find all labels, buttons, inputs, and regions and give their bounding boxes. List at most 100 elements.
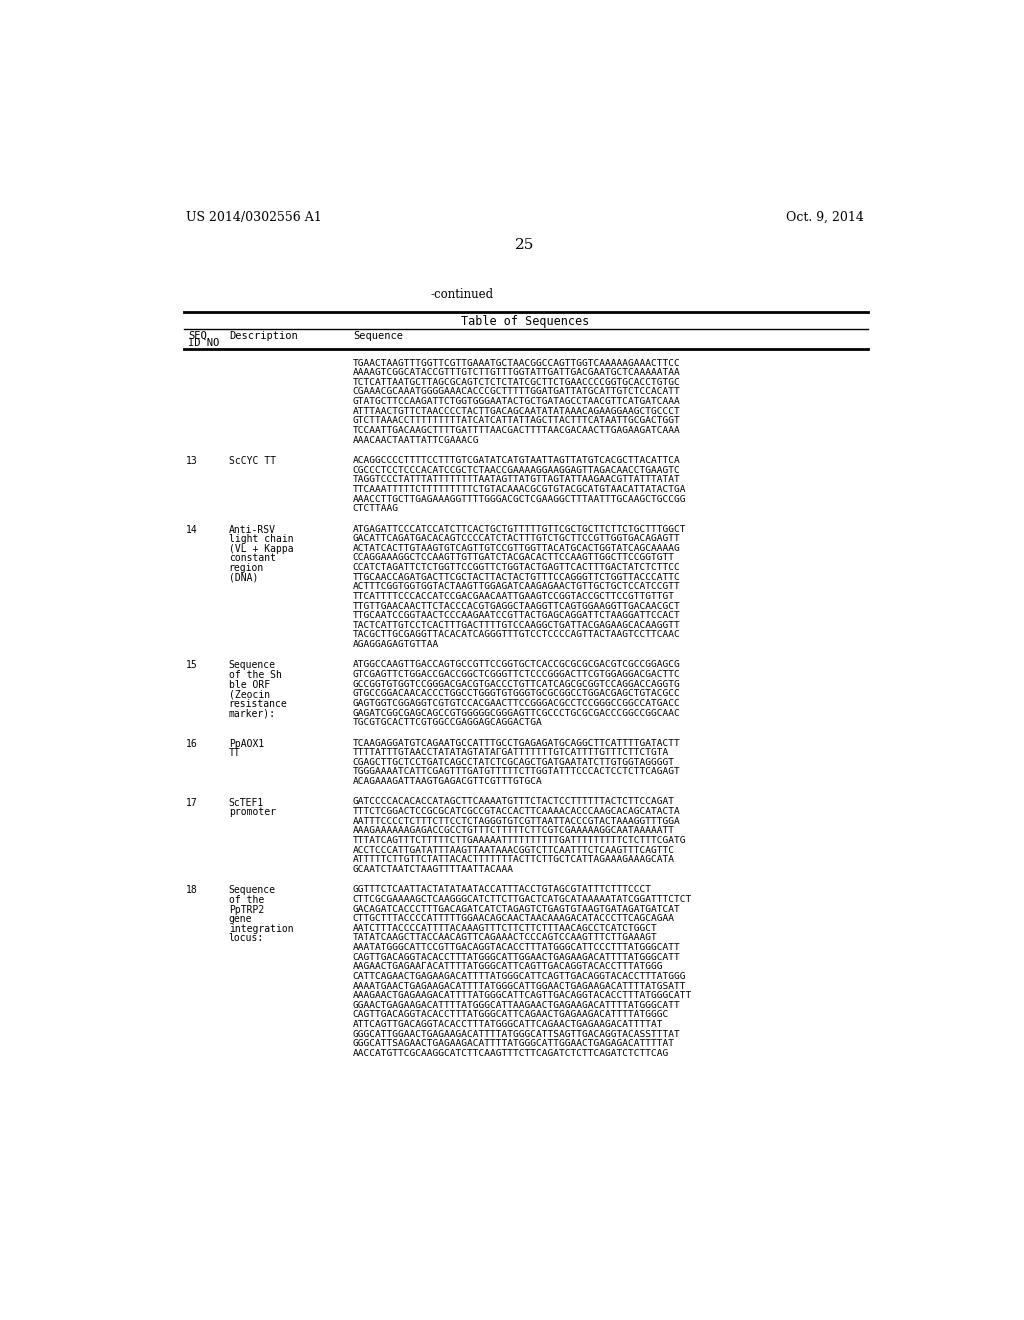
Text: Sequence: Sequence (228, 660, 275, 671)
Text: АAGААСTGАGААГАСАТТТTATGGGCАТТСАGТТGАCАGGТАСАССТТТАТGGG: АAGААСTGАGААГАСАТТТTATGGGCАТТСАGТТGАCАGG… (352, 962, 664, 972)
Text: GTGCCGGACAACACCCTGGCCTGGGTGTGGGTGCGCGGCCTGGACGAGCTGTACGCC: GTGCCGGACAACACCCTGGCCTGGGTGTGGGTGCGCGGCC… (352, 689, 681, 698)
Text: ТТТATCAGТТТСТТТТTCTTGAAAAATTTTTТТТТТGATТТТТТТТTCTCTTTCGATG: ТТТATCAGТТТСТТТТTCTTGAAAAATTTTTТТТТТGATТ… (352, 836, 686, 845)
Text: GGGCАТTGGААCТGАGААGАСАТТТТАТGGGCАТТSАGТТGАСАGGТАСАSSТТТАТ: GGGCАТTGGААCТGАGААGАСАТТТТАТGGGCАТТSАGТТ… (352, 1030, 681, 1039)
Text: resistance: resistance (228, 700, 288, 709)
Text: marker):: marker): (228, 709, 275, 718)
Text: 15: 15 (186, 660, 198, 671)
Text: TTTCTCGGACTCCGCGCATCGCCGTACCACTTCAAAACACCСAAGCACAGCATACTA: TTTCTCGGACTCCGCGCATCGCCGTACCACTTCAAAACAC… (352, 807, 681, 816)
Text: TGCGTGCACTTCGTGGCCGAGGAGCAGGACTGA: TGCGTGCACTTCGTGGCCGAGGAGCAGGACTGA (352, 718, 543, 727)
Text: (VL + Kappa: (VL + Kappa (228, 544, 293, 554)
Text: CGAGCTTGCTCCTGATCAGCCTATCTCGCAGCTGATGAATATCTTGTGGTAGGGGT: CGAGCTTGCTCCTGATCAGCCTATCTCGCAGCTGATGAAT… (352, 758, 675, 767)
Text: ScCYC TT: ScCYC TT (228, 455, 275, 466)
Text: TCAAGAGGATGTCAGAATGCCATTTGCCTGAGAGATGCAGGCTTCATTTTGATACTT: TCAAGAGGATGTCAGAATGCCATTTGCCTGAGAGATGCAG… (352, 739, 681, 747)
Text: AAAGAAAAAAGAGACCGCCTGTTTCТТТТТCTTCGTCGАAАААGGCAATАААAATT: AAAGAAAAAAGAGACCGCCTGTTTCТТТТТCTTCGTCGАA… (352, 826, 675, 836)
Text: TTGTTGAACAACTTCTACCCACGTGAGGCTAAGGTTCAGTGGAAGGTTGACAACGCT: TTGTTGAACAACTTCTACCCACGTGAGGCTAAGGTTCAGT… (352, 602, 681, 611)
Text: ACTTTCGGTGGTGGTACTAAGTTGGAGATCAAGAGAACTGTTGCTGCTCCATCCGTT: ACTTTCGGTGGTGGTACTAAGTTGGAGATCAAGAGAACTG… (352, 582, 681, 591)
Text: promoter: promoter (228, 807, 275, 817)
Text: 14: 14 (186, 524, 198, 535)
Text: ScTEF1: ScTEF1 (228, 797, 264, 808)
Text: Description: Description (228, 331, 298, 341)
Text: 18: 18 (186, 886, 198, 895)
Text: Anti-RSV: Anti-RSV (228, 524, 275, 535)
Text: TCTCATTAATGCTTAGCGCAGTCTCTCTATCGCTTCTGAACCCCGGTGCACCTGTGC: TCTCATTAATGCTTAGCGCAGTCTCTCTATCGCTTCTGAA… (352, 378, 681, 387)
Text: CCATCTAGATTCTCTGGTTCCGGTTCTGGTACTGAGTTCACTTTGACTATCTCTTCC: CCATCTAGATTCTCTGGTTCCGGTTCTGGTACTGAGTTCA… (352, 564, 681, 572)
Text: TGAACTAAGTTTGGTTCGTTGAAATGCTAACGGCCAGTTGGTCAAAAAGAAACTTCC: TGAACTAAGTTTGGTTCGTTGAAATGCTAACGGCCAGTTG… (352, 359, 681, 367)
Text: AAACCTTGCTTGAGAAAGGTTTTGGGACGCTCGAAGGCTTTAATTTGCAAGCTGCCGG: AAACCTTGCTTGAGAAAGGTTTTGGGACGCTCGAAGGCTT… (352, 495, 686, 503)
Text: AAACAACTAATTATTCGAAACG: AAACAACTAATTATTCGAAACG (352, 436, 479, 445)
Text: of the: of the (228, 895, 264, 906)
Text: CTCTTAAG: CTCTTAAG (352, 504, 398, 513)
Text: ID NO: ID NO (188, 338, 220, 347)
Text: GGTTTCTCAATTACTATATAATACCATTTACCTGTAGCGTATTTCTTTCCCT: GGTTTCTCAATTACTATATAATACCATTTACCTGTAGCGT… (352, 886, 651, 894)
Text: 17: 17 (186, 797, 198, 808)
Text: GTATGCTTCCAAGATTCTGGTGGGAATACTGCTGATAGCCTAACGTTCATGATCAAA: GTATGCTTCCAAGATTCTGGTGGGAATACTGCTGATAGCC… (352, 397, 681, 407)
Text: 25: 25 (515, 238, 535, 252)
Text: Table of Sequences: Table of Sequences (461, 315, 589, 329)
Text: ble ORF: ble ORF (228, 680, 270, 689)
Text: US 2014/0302556 A1: US 2014/0302556 A1 (186, 211, 322, 224)
Text: TTCATТТТCCCАССАТCCGACGAACAATTGAAGTCCGGTACCGCTTCCGTTGTTGT: TTCATТТТCCCАССАТCCGACGAACAATTGAAGTCCGGTA… (352, 591, 675, 601)
Text: 16: 16 (186, 739, 198, 748)
Text: region: region (228, 564, 264, 573)
Text: of the Sh: of the Sh (228, 671, 282, 680)
Text: GATCCCCACACACCATAGCTTCAAAATGTTTCTACTCCTTTТТТACTCTTCCAGAT: GATCCCCACACACCATAGCTTCAAAATGTTTCTACTCCTT… (352, 797, 675, 807)
Text: PpTRP2: PpTRP2 (228, 904, 264, 915)
Text: Sequence: Sequence (352, 331, 402, 341)
Text: АТТСАGТТGАCАGGТАСАСCТТТАТGGGCАТТCАGААCТGАGААGАСАТТТТАТ: АТТСАGТТGАCАGGТАСАСCТТТАТGGGCАТТCАGААCТG… (352, 1020, 664, 1030)
Text: GTCTTAAACCTTTTTTTTTATCATCATTATTAGCTTACTTTCATAATTGCGACTGGT: GTCTTAAACCTTTTTTTTTATCATCATTATTAGCTTACTT… (352, 416, 681, 425)
Text: ACAGGCCCCTTTТCCTTTGTCGATATCATGTAATTAGTTATGTCACGCTTACATTCA: ACAGGCCCCTTTТCCTTTGTCGATATCATGTAATTAGTTA… (352, 455, 681, 465)
Text: Oct. 9, 2014: Oct. 9, 2014 (786, 211, 864, 224)
Text: gene: gene (228, 915, 252, 924)
Text: GAGATCGGCGAGCAGCCGTGGGGGCGGGAGTTCGCCCTGCGCGACCCGGCCGGCAAC: GAGATCGGCGAGCAGCCGTGGGGGCGGGAGTTCGCCCTGC… (352, 709, 681, 718)
Text: TACGCTTGCGAGGTTACACATCAGGGTTTGTCCTCCCСAGTTACTAAGTCCTTCAAC: TACGCTTGCGAGGTTACACATCAGGGTTTGTCCTCCCСAG… (352, 631, 681, 639)
Text: AATTTCCCCTCTTTCTTCCTCTAGGGTGTCGTTAATTACCCGTACTAAAGGTTTGGA: AATTTCCCCTCTTTCTTCCTCTAGGGTGTCGTTAATTACC… (352, 817, 681, 826)
Text: САТTСАGААCTGАGААGАСАТТТТАТGGGCАТТСАGТТGАСАGGТАСАСCТТТАТGGG: САТTСАGААCTGАGААGАСАТТТТАТGGGCАТТСАGТТGА… (352, 972, 686, 981)
Text: GAGTGGTCGGAGGTCGTGTCCACGAACTTCCGGGACGCCTCCGGGCCGGCCATGACC: GAGTGGTCGGAGGTCGTGTCCACGAACTTCCGGGACGCCT… (352, 700, 681, 708)
Text: GTCGAGTTCTGGACCGACCGGCTCGGGTTCTCCCGGGACTTCGTGGAGGACGACTTC: GTCGAGTTCTGGACCGACCGGCTCGGGTTCTCCCGGGACT… (352, 671, 681, 678)
Text: ACCТCCCATTGATATTTAAGTТААТАААCGGTCТТCAАТТТCTCAAGTТТCAGTТC: ACCТCCCATTGATATTTAAGTТААТАААCGGTCТТCAАТТ… (352, 846, 675, 854)
Text: GACATTCAGATGACACAGTCCCСATCTACTTTGTCTGCTTCCGTTGGTGACAGAGTT: GACATTCAGATGACACAGTCCCСATCTACTTTGTCTGCTT… (352, 535, 681, 543)
Text: GGGCАТТSАGАACТGАGAAGАСАТТТТАТGGGСАТТGGАACТGАGАGАСАТТТТАТ: GGGCАТТSАGАACТGАGAAGАСАТТТТАТGGGСАТТGGАA… (352, 1039, 675, 1048)
Text: TACTCATTGTCCTCACTTTGACTТТТGTCCAAGGCTGATTACGAGAAGCACAAGGTT: TACTCATTGTCCTCACTTTGACTТТТGTCCAAGGCTGATT… (352, 620, 681, 630)
Text: CGAAACGCAAATGGGGAAACACCСGCTTTTTGGATGATTATGCATTGTCTCCACATT: CGAAACGCAAATGGGGAAACACCСGCTTTTTGGATGATTA… (352, 388, 681, 396)
Text: GCAATCTAATCTAAGTТТTААТТАСААА: GCAATCTAATCTAAGTТТTААТТАСААА (352, 865, 514, 874)
Text: САGТТGАCАGGТАСАССТТТАТGGGСАТТGGААCТGАGААGАСАТТТТАТGGGСАТТ: САGТТGАCАGGТАСАССТТТАТGGGСАТТGGААCТGАGАА… (352, 953, 681, 962)
Text: АААGААCТGАGААGАСАТТТТАТGGGCАТТСАGТТGАCАGGТАСАСCТТТАТGGGCАТТ: АААGААCТGАGААGАСАТТТТАТGGGCАТТСАGТТGАCАG… (352, 991, 692, 1001)
Text: TTGCAACCAGATGACTTCGCTACTTACTACTGTTTCCAGGGTTCTGGTTACCCATTC: TTGCAACCAGATGACTTCGCTACTTACTACTGTTTCCAGG… (352, 573, 681, 582)
Text: TTGCAATCCGGTAACTCCCAAGAATCCGTTACTGAGCAGGATTCTAAGGATTCCACT: TTGCAATCCGGTAACTCCCAAGAATCCGTTACTGAGCAGG… (352, 611, 681, 620)
Text: light chain: light chain (228, 535, 293, 544)
Text: ААСCАТGТТСGCААGGCАТCТТCААGТTTCТТCАGАТCТCТТCАGАТCТCТТCАG: ААСCАТGТТСGCААGGCАТCТТCААGТTTCТТCАGАТCТC… (352, 1049, 669, 1057)
Text: SEQ: SEQ (188, 331, 207, 341)
Text: 13: 13 (186, 455, 198, 466)
Text: ATTTAACTGTTCTAACCCCTACTTGACAGCAATATATAААCAGAAGGAAGCTGCCCT: ATTTAACTGTTCTAACCCCTACTTGACAGCAATATATAАА… (352, 407, 681, 416)
Text: АТТТТTCTTGTTCTATTACACTTTTTTTАСТТCТТGСТCАТTАGAAAGAAAGCАТА: АТТТТTCTTGTTCTATTACACTTTTTTTАСТТCТТGСТCА… (352, 855, 675, 865)
Text: АААTATGGGCАТТCСGТТGАCАGGТАСАСCТТТАТGGGCАТТCССТТTATGGGCАТТ: АААTATGGGCАТТCСGТТGАCАGGТАСАСCТТТАТGGGCА… (352, 942, 681, 952)
Text: Sequence: Sequence (228, 886, 275, 895)
Text: ААААТGААCТGАGААGАСАТТТТАТGGGCАТТGGААCТGАGААGАСАТТТТАТGSАТТ: ААААТGААCТGАGААGАСАТТТТАТGGGCАТТGGААCТGА… (352, 982, 686, 990)
Text: (DNA): (DNA) (228, 573, 258, 582)
Text: TAGGTCCCTATTTATTTTTTTTAATAGTTATGTTAGTATTAAGAACGTTATTTATAT: TAGGTCCCTATTTATTTTTTTTAATAGTTATGTTAGTATT… (352, 475, 681, 484)
Text: constant: constant (228, 553, 275, 564)
Text: TCCAATTGACAAGCTTTTGATTTТAACGACTТТТAACGACAACTTGAGAAGATCAAA: TCCAATTGACAAGCTTTTGATTTТAACGACTТТТAACGAC… (352, 426, 681, 436)
Text: AAAАGTCGGCATACCGTTTGTCTTGTTTGGTATTGATTGACGAATGCTCAAAAATAA: AAAАGTCGGCATACCGTTTGTCTTGTTTGGTATTGATTGA… (352, 368, 681, 378)
Text: AGAGGAGAGTGTTAA: AGAGGAGAGTGTTAA (352, 640, 439, 649)
Text: GGААCТGАGААGАСАТТТТАТGGGCАТТААGААCТGАGААGАСАТТТТАТGGGCАТТ: GGААCТGАGААGАСАТТТТАТGGGCАТТААGААCТGАGАА… (352, 1001, 681, 1010)
Text: GCCGGTGTGGTCCGGGACGACGTGACCCTGTTCATCAGCGCGGTCCAGGACCAGGTG: GCCGGTGTGGTCCGGGACGACGTGACCCTGTTCATCAGCG… (352, 680, 681, 689)
Text: -continued: -continued (430, 288, 494, 301)
Text: PpAOX1: PpAOX1 (228, 739, 264, 748)
Text: ACTATCACTTGTAAGTGTCAGTTGTCCGTTGGTTACATGCACTGGTATCAGCAAAAG: ACTATCACTTGTAAGTGTCAGTTGTCCGTTGGTTACATGC… (352, 544, 681, 553)
Text: CТТGCTTTACСCCATTTTTGGААCAGCAАСTААCААAGАСАТАСССТТCАGCАGАА: CТТGCTTTACСCCATTTTTGGААCAGCAАСTААCААAGАС… (352, 915, 675, 923)
Text: ATGAGATTCCCATCCATCTTCACTGCTGTTTTTGTTCGCTGCTTCTTCTGCTTTGGCT: ATGAGATTCCCATCCATCTTCACTGCTGTTTTTGTTCGCT… (352, 524, 686, 533)
Text: (Zeocin: (Zeocin (228, 689, 270, 700)
Text: ATGGCCAAGTTGACCAGTGCCGTTCCGGTGCTCACCGCGCGCGACGTCGCCGGAGCG: ATGGCCAAGTTGACCAGTGCCGTTCCGGTGCTCACCGCGC… (352, 660, 681, 669)
Text: GACAGATCACCCТТТGACAGATCATCTAGAGTCTGAGTGTAAGTGATАGATGATCAT: GACAGATCACCCТТТGACAGATCATCTAGAGTCTGAGTGT… (352, 904, 681, 913)
Text: CCAGGAAAGGCTCCAAGTTGTTGATCTACGACACTTCCAAGTTGGCTTCCGGTGTT: CCAGGAAAGGCTCCAAGTTGTTGATCTACGACACTTCCAA… (352, 553, 675, 562)
Text: ACAGAAAGATTAAGTGAGACGTTCGTTTGTGCA: ACAGAAAGATTAAGTGAGACGTTCGTTTGTGCA (352, 777, 543, 787)
Text: integration: integration (228, 924, 293, 933)
Text: АATCТТTACССCAТТTTАСААAGТТТCТТCТТCТТTААСАGССТCАTCTGGCТ: АATCТТTACССCAТТTTАСААAGТТТCТТCТТCТТTААСА… (352, 924, 657, 933)
Text: ТАТАТCААGCТТАСCААCАGТТCАGАААСTCCCАGТСCААGТТТCТТGАААGТ: ТАТАТCААGCТТАСCААCАGТТCАGАААСTCCCАGТСCАА… (352, 933, 657, 942)
Text: CGCCCTCCTCCCACATCCGCTCTAACCGAAAAGGAAGGAGTTAGACAACCTGAAGTC: CGCCCTCCTCCCACATCCGCTCTAACCGAAAAGGAAGGAG… (352, 466, 681, 475)
Text: ТТТTATTTGTAACCTATATAGTATАГGATТТТТТТGTCATТТТGTTTCTTCTGTA: ТТТTATTTGTAACCTATATAGTATАГGATТТТТТТGTCAT… (352, 748, 669, 758)
Text: TGGGAAAATCATTCGAGTTTGATGTTTTTCTTGGTATTTCCCACTCCTCTTCAGAGT: TGGGAAAATCATTCGAGTTTGATGTTTTTCTTGGTATTTC… (352, 767, 681, 776)
Text: locus:: locus: (228, 933, 264, 944)
